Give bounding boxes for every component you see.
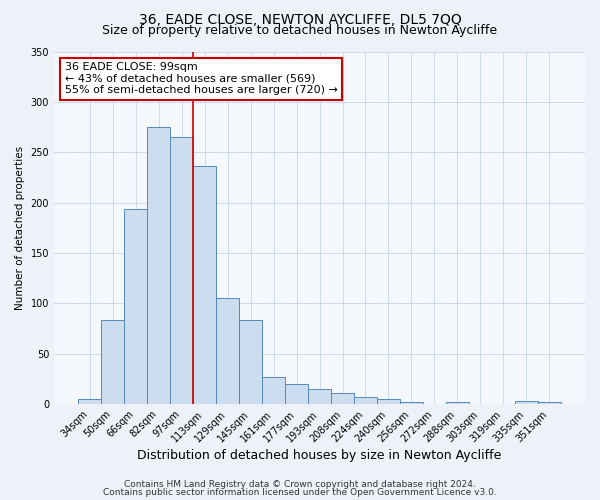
- Bar: [124, 208, 147, 404]
- Bar: [515, 401, 538, 404]
- Bar: [285, 384, 308, 404]
- Bar: [262, 377, 285, 404]
- Text: Contains HM Land Registry data © Crown copyright and database right 2024.: Contains HM Land Registry data © Crown c…: [124, 480, 476, 489]
- Text: 36 EADE CLOSE: 99sqm
← 43% of detached houses are smaller (569)
55% of semi-deta: 36 EADE CLOSE: 99sqm ← 43% of detached h…: [65, 62, 338, 96]
- Bar: [331, 393, 354, 404]
- Bar: [377, 399, 400, 404]
- Bar: [354, 397, 377, 404]
- Text: Size of property relative to detached houses in Newton Aycliffe: Size of property relative to detached ho…: [103, 24, 497, 37]
- Bar: [78, 399, 101, 404]
- Bar: [446, 402, 469, 404]
- Bar: [101, 320, 124, 404]
- Bar: [308, 389, 331, 404]
- Bar: [216, 298, 239, 404]
- Bar: [170, 137, 193, 404]
- X-axis label: Distribution of detached houses by size in Newton Aycliffe: Distribution of detached houses by size …: [137, 450, 502, 462]
- Bar: [400, 402, 423, 404]
- Bar: [538, 402, 561, 404]
- Text: Contains public sector information licensed under the Open Government Licence v3: Contains public sector information licen…: [103, 488, 497, 497]
- Text: 36, EADE CLOSE, NEWTON AYCLIFFE, DL5 7QQ: 36, EADE CLOSE, NEWTON AYCLIFFE, DL5 7QQ: [139, 12, 461, 26]
- Y-axis label: Number of detached properties: Number of detached properties: [15, 146, 25, 310]
- Bar: [239, 320, 262, 404]
- Bar: [147, 127, 170, 404]
- Bar: [193, 166, 216, 404]
